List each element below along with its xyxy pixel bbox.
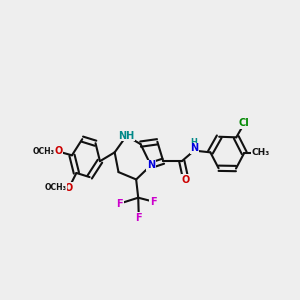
Text: CH₃: CH₃ [252, 148, 270, 158]
Text: OCH₃: OCH₃ [33, 147, 55, 156]
Text: F: F [136, 213, 142, 223]
Text: Cl: Cl [239, 118, 250, 128]
Text: N: N [147, 160, 155, 170]
Text: F: F [150, 196, 156, 206]
Text: O: O [65, 183, 73, 193]
Text: O: O [54, 146, 62, 157]
Text: N: N [190, 143, 198, 153]
Text: F: F [116, 199, 123, 208]
Text: NH: NH [118, 131, 135, 141]
Text: H: H [191, 138, 198, 147]
Text: OCH₃: OCH₃ [44, 183, 66, 192]
Text: O: O [182, 175, 190, 185]
